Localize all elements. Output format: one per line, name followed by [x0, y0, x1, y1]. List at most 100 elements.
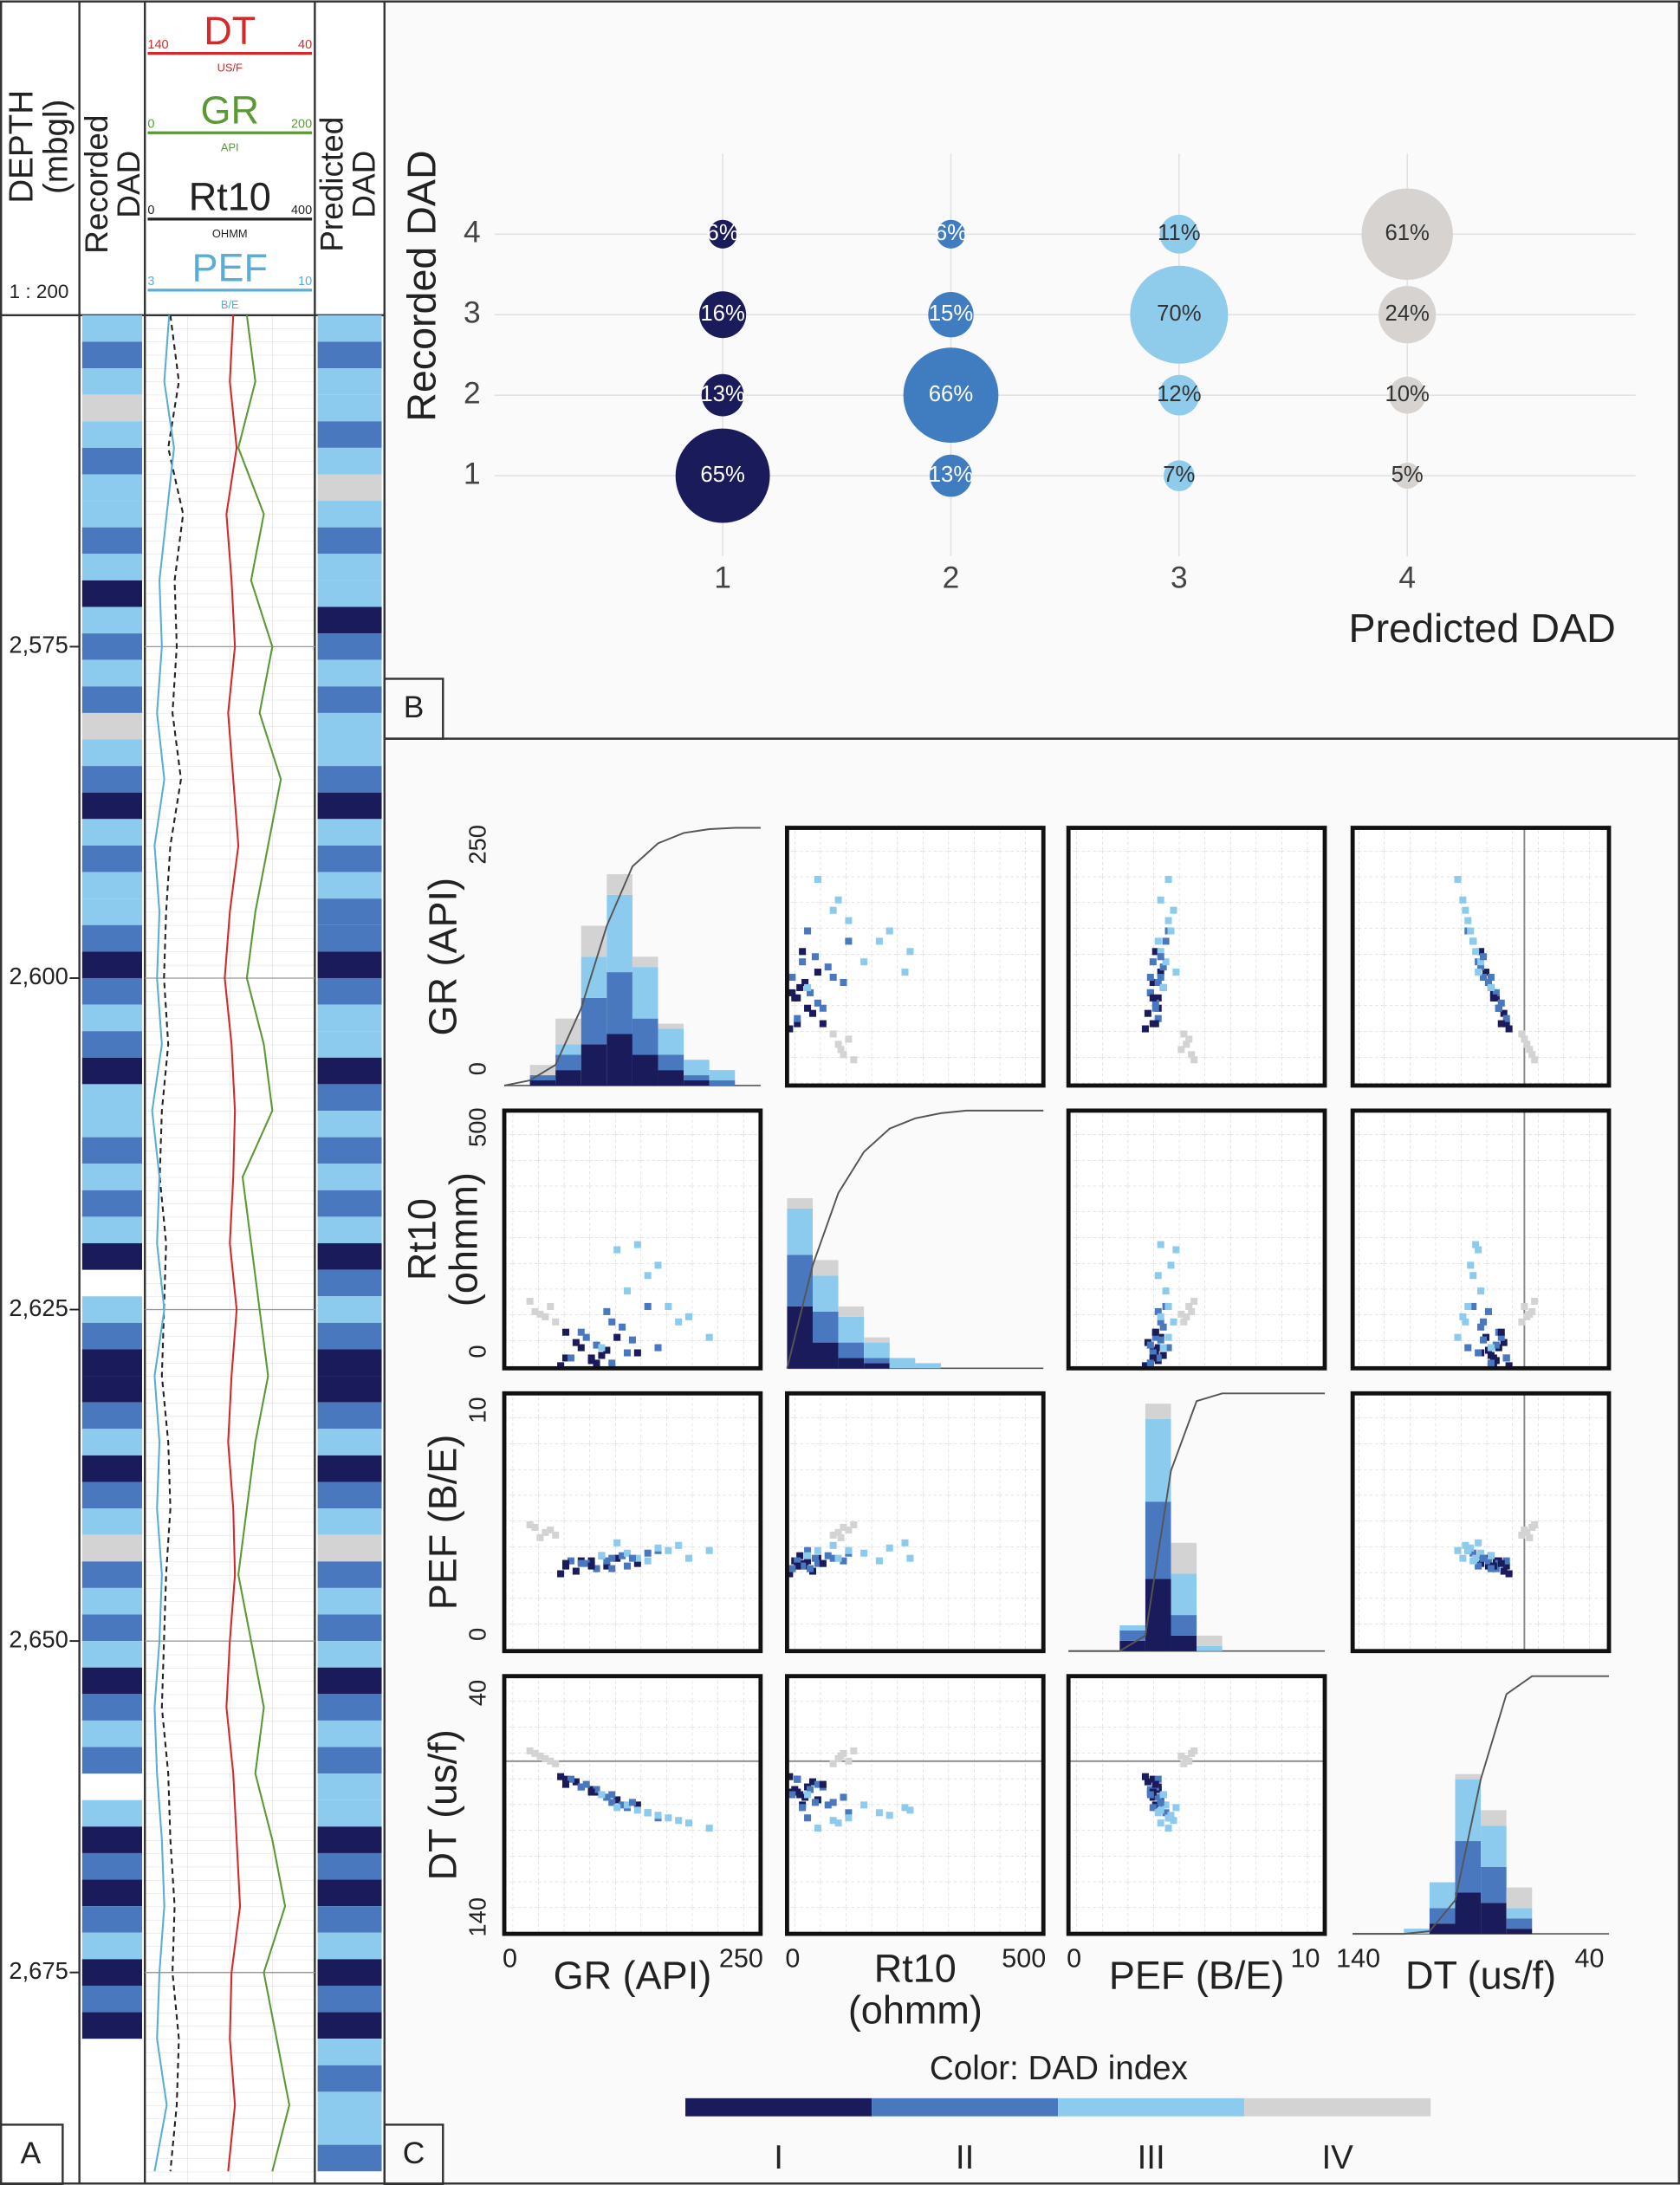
- dad-band: [317, 1269, 382, 1297]
- scatter-point: [1141, 1362, 1149, 1370]
- scatter-point: [834, 1041, 842, 1048]
- scatter-point: [801, 978, 809, 987]
- scatter-point: [1487, 1359, 1495, 1367]
- depth-label: 2,650: [9, 1625, 68, 1652]
- cell-grid: [787, 827, 1044, 1086]
- dad-band: [317, 1084, 382, 1112]
- scatter-point: [840, 1793, 847, 1801]
- scatter-point: [705, 1825, 713, 1832]
- cell-grid: [1352, 1393, 1610, 1651]
- scatter-point: [850, 1056, 858, 1064]
- bubble-label: 24%: [1385, 301, 1429, 326]
- scatter-point: [1162, 1287, 1170, 1295]
- scatter-point: [1190, 1297, 1198, 1306]
- scatter-point: [1477, 963, 1485, 971]
- scatter-point: [613, 1796, 621, 1804]
- track-title: Recorded: [79, 115, 114, 254]
- bubble-label: 16%: [700, 301, 744, 326]
- bubble: [903, 347, 999, 443]
- scatter-point: [804, 983, 812, 991]
- scatter-point: [1154, 994, 1162, 1002]
- hist-bar: [632, 967, 658, 1019]
- dad-band: [317, 1694, 382, 1721]
- panel-label: A: [21, 2136, 42, 2170]
- hist-bar: [1145, 1579, 1171, 1651]
- scatter-point: [1459, 1554, 1467, 1562]
- dad-band: [317, 872, 382, 899]
- bubble: [1394, 462, 1421, 490]
- y-axis-title: Recorded DAD: [399, 150, 444, 421]
- bubble: [675, 428, 770, 523]
- scatter-point: [562, 1328, 570, 1336]
- hist-bar: [889, 1358, 916, 1369]
- scatter-point: [1487, 1344, 1495, 1352]
- scatter-point: [794, 1775, 801, 1783]
- hist-bar: [1481, 1825, 1507, 1867]
- scatter-point: [577, 1783, 585, 1791]
- row-tick-label: 10: [464, 1397, 490, 1423]
- scatter-point: [1500, 1567, 1508, 1575]
- scatter-point: [1172, 969, 1180, 976]
- scatter-point: [1469, 1549, 1477, 1557]
- colorbar-label: I: [774, 2139, 783, 2176]
- dad-band: [317, 1402, 382, 1430]
- scatter-point: [1477, 1323, 1485, 1331]
- hist-bar: [1481, 1903, 1507, 1935]
- scatter-point: [603, 1346, 611, 1354]
- scatter-point: [1159, 1352, 1167, 1359]
- hist-bar: [709, 1070, 736, 1081]
- scatter-point: [613, 1804, 621, 1812]
- bubble-label: 13%: [700, 382, 744, 406]
- scatter-point: [531, 1749, 539, 1757]
- dad-band: [81, 1561, 142, 1588]
- dad-band: [81, 2012, 142, 2039]
- cell-grid: [1068, 1676, 1326, 1935]
- scatter-point: [840, 978, 847, 987]
- scatter-point: [885, 927, 893, 935]
- scatter-point: [1154, 937, 1162, 945]
- scatter-point: [685, 1313, 693, 1320]
- scatter-point: [624, 1287, 632, 1295]
- scatter-point: [531, 1307, 539, 1315]
- scatter-point: [613, 1554, 621, 1562]
- dad-band: [81, 1004, 142, 1032]
- dad-band: [317, 2144, 382, 2172]
- scatter-point: [1164, 1814, 1172, 1822]
- scatter-point: [1183, 1041, 1190, 1048]
- curve-max: 10: [298, 275, 312, 289]
- scatter-point: [804, 1552, 812, 1559]
- scatter-point: [1151, 1020, 1159, 1028]
- curve-name: Rt10: [189, 174, 271, 218]
- scatter-point: [587, 1788, 595, 1796]
- hist-bar: [838, 1342, 865, 1358]
- scatter-point: [1154, 1272, 1162, 1280]
- scatter-point: [1497, 1333, 1505, 1341]
- scatter-point: [1164, 1302, 1172, 1310]
- scatter-point: [619, 1323, 626, 1331]
- bubble: [1130, 265, 1229, 364]
- column-tick-label: 10: [1291, 1944, 1320, 1974]
- scatter-point: [811, 953, 819, 961]
- scatter-point: [654, 1544, 662, 1552]
- scatter-point: [845, 1526, 853, 1533]
- colorbar-segment: [872, 2097, 1059, 2117]
- dad-band: [81, 341, 142, 369]
- scatter-point: [1464, 1344, 1472, 1352]
- bubble: [701, 373, 744, 417]
- cell-frame: [502, 1391, 763, 1654]
- scatter-point: [1190, 1056, 1198, 1064]
- scatter-point: [1149, 994, 1157, 1002]
- scatter-point: [644, 1557, 652, 1565]
- scatter-point: [567, 1354, 574, 1362]
- hist-bar: [864, 1342, 890, 1358]
- scatter-point: [1180, 1030, 1188, 1038]
- dad-band: [317, 1004, 382, 1032]
- scatter-point: [1505, 1362, 1513, 1370]
- scatter-point: [1157, 1806, 1164, 1814]
- cdf-line: [1352, 1675, 1610, 1935]
- scatter-point: [547, 1302, 555, 1310]
- hist-bar: [1455, 1773, 1482, 1780]
- dad-band: [81, 951, 142, 978]
- scatter-point: [1531, 1056, 1539, 1064]
- dad-band: [317, 1667, 382, 1695]
